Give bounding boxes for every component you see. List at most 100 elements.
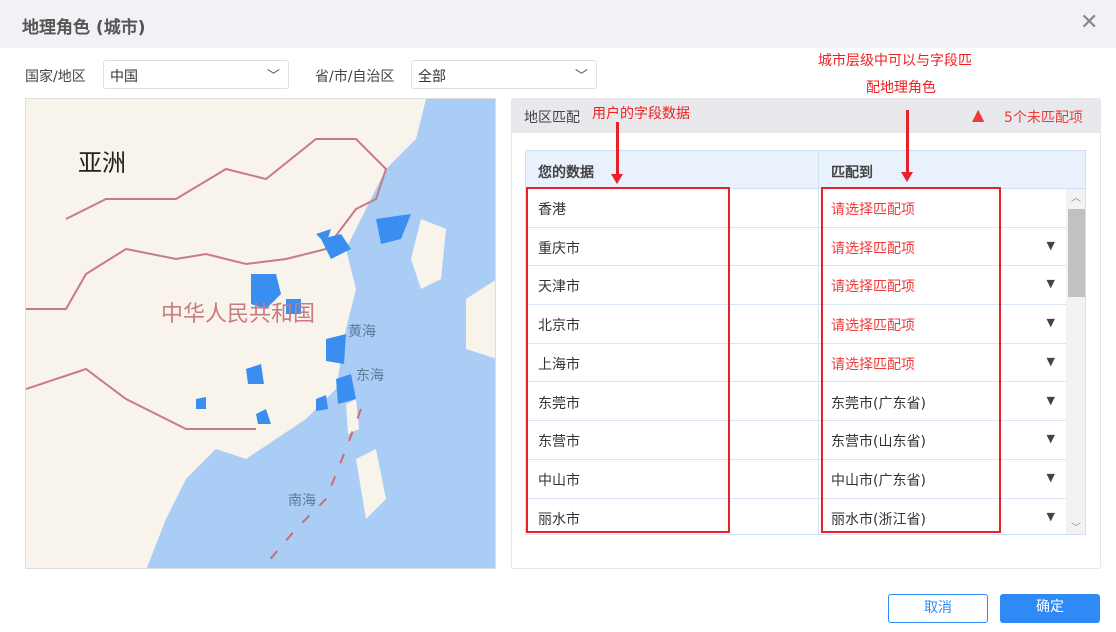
match-value: 东莞市(广东省) <box>831 395 926 412</box>
dropdown-triangle-icon[interactable]: ▼ <box>1046 509 1055 523</box>
match-select[interactable]: 请选择匹配项 ▼ <box>819 344 1067 382</box>
table-row: 上海市 请选择匹配项 ▼ <box>526 343 1067 383</box>
match-select[interactable]: 请选择匹配项 ▼ <box>819 305 1067 343</box>
your-data-cell: 香港 <box>526 189 819 227</box>
annotation-box-right <box>821 187 1001 533</box>
table-row: 天津市 请选择匹配项 ▼ <box>526 266 1067 306</box>
map-label-china: 中华人民共和国 <box>161 302 315 327</box>
unmatched-count: 5个未匹配项 <box>1004 110 1083 126</box>
match-value: 请选择匹配项 <box>831 240 915 257</box>
country-label: 国家/地区 <box>25 69 86 85</box>
annotation-left: 用户的字段数据 <box>592 106 690 122</box>
city-region <box>321 234 351 259</box>
table-row: 丽水市 丽水市(浙江省) ▼ <box>526 498 1067 534</box>
match-value: 请选择匹配项 <box>831 202 915 218</box>
dropdown-triangle-icon[interactable]: ▼ <box>1046 470 1055 484</box>
dropdown-triangle-icon[interactable]: ▼ <box>1046 277 1055 291</box>
your-data-cell: 东莞市 <box>526 382 819 421</box>
city-region <box>326 334 346 364</box>
match-select[interactable]: 请选择匹配项 ▼ <box>819 266 1067 304</box>
match-select[interactable]: 东营市(山东省) ▼ <box>819 421 1067 459</box>
table-row: 香港 请选择匹配项 <box>526 189 1067 228</box>
match-select[interactable]: 丽水市(浙江省) ▼ <box>819 499 1067 534</box>
city-region <box>316 395 328 411</box>
dialog-header <box>0 0 1116 48</box>
annotation-box-left <box>526 187 730 533</box>
panel-header <box>512 99 1100 133</box>
city-region <box>256 409 271 424</box>
province-label: 省/市/自治区 <box>315 69 395 85</box>
panel-title: 地区匹配 <box>524 110 580 126</box>
map-view[interactable]: 亚洲 中华人民共和国 黄海 东海 南海 <box>25 98 496 569</box>
highlighted-cities <box>196 214 411 424</box>
map-label-asia: 亚洲 <box>78 149 126 177</box>
dropdown-triangle-icon[interactable]: ▼ <box>1046 354 1055 368</box>
table-row: 北京市 请选择匹配项 ▼ <box>526 305 1067 344</box>
city-region <box>316 229 331 244</box>
land-philippines <box>356 449 386 519</box>
country-value: 中国 <box>110 69 138 85</box>
header-your-data: 您的数据 <box>526 151 819 189</box>
land <box>26 99 426 568</box>
dropdown-triangle-icon[interactable]: ▼ <box>1046 238 1055 252</box>
country-select[interactable]: 中国 ﹀ <box>103 60 289 89</box>
map-label-east-sea: 东海 <box>356 368 384 384</box>
city-region <box>336 374 356 404</box>
chevron-down-icon: ﹀ <box>574 69 588 84</box>
match-value: 丽水市(浙江省) <box>831 511 926 528</box>
your-data-cell: 丽水市 <box>526 498 819 534</box>
warning-icon: ▲ <box>972 105 985 124</box>
province-value: 全部 <box>418 69 446 85</box>
city-region <box>251 274 281 309</box>
match-select[interactable]: 请选择匹配项 ▼ <box>819 228 1067 266</box>
city-region <box>196 397 206 409</box>
nine-dash-line <box>261 408 362 568</box>
your-data-cell: 上海市 <box>526 343 819 382</box>
land-japan <box>466 280 495 359</box>
match-select[interactable]: 中山市(广东省) ▼ <box>819 460 1067 498</box>
annotation-right-line2: 配地理角色 <box>866 80 936 96</box>
confirm-button[interactable]: 确定 <box>1000 594 1100 623</box>
cancel-button[interactable]: 取消 <box>888 594 988 623</box>
city-region <box>286 299 301 314</box>
match-value: 请选择匹配项 <box>831 318 915 335</box>
dropdown-triangle-icon[interactable]: ▼ <box>1046 432 1055 446</box>
land-korea <box>411 219 446 289</box>
scroll-up-icon[interactable]: ︿ <box>1071 193 1081 204</box>
your-data-cell: 北京市 <box>526 305 819 343</box>
annotation-right-line1: 城市层级中可以与字段匹 <box>818 53 972 69</box>
your-data-cell: 天津市 <box>526 266 819 305</box>
header-match-to: 匹配到 <box>819 151 1085 189</box>
dropdown-triangle-icon[interactable]: ▼ <box>1046 393 1055 407</box>
annotation-arrow-left <box>611 122 623 184</box>
your-data-cell: 重庆市 <box>526 227 819 266</box>
table-row: 东莞市 东莞市(广东省) ▼ <box>526 382 1067 422</box>
match-select[interactable]: 请选择匹配项 <box>819 189 1067 227</box>
match-value: 中山市(广东省) <box>831 472 926 489</box>
table-row: 东营市 东营市(山东省) ▼ <box>526 421 1067 460</box>
dialog-title: 地理角色 (城市) <box>22 18 146 38</box>
dropdown-triangle-icon[interactable]: ▼ <box>1046 316 1055 330</box>
your-data-cell: 中山市 <box>526 459 819 498</box>
match-value: 请选择匹配项 <box>831 356 915 373</box>
table-row: 重庆市 请选择匹配项 ▼ <box>526 227 1067 267</box>
china-border <box>26 138 388 430</box>
match-select[interactable]: 东莞市(广东省) ▼ <box>819 383 1067 421</box>
your-data-cell: 东营市 <box>526 421 819 459</box>
scrollbar[interactable]: ︿ ﹀ <box>1066 189 1085 534</box>
match-value: 东营市(山东省) <box>831 434 926 451</box>
map-label-yellow-sea: 黄海 <box>348 323 376 340</box>
close-icon[interactable]: ✕ <box>1080 10 1099 35</box>
table-body: 香港 请选择匹配项 重庆市 请选择匹配项 ▼ 天津市 请选择匹配项 ▼ 北京市 请选择匹配… <box>526 189 1067 534</box>
region-match-panel: 地区匹配 ▲ 5个未匹配项 <box>511 98 1101 569</box>
table-row: 中山市 中山市(广东省) ▼ <box>526 459 1067 499</box>
chevron-down-icon: ﹀ <box>266 69 280 84</box>
annotation-arrow-right <box>901 110 913 182</box>
match-value: 请选择匹配项 <box>831 279 915 296</box>
map-label-south-sea: 南海 <box>288 493 316 509</box>
city-region <box>376 214 411 244</box>
city-region <box>246 364 264 384</box>
province-select[interactable]: 全部 ﹀ <box>411 60 597 89</box>
scroll-down-icon[interactable]: ﹀ <box>1071 523 1081 534</box>
scrollbar-thumb[interactable] <box>1068 209 1085 297</box>
